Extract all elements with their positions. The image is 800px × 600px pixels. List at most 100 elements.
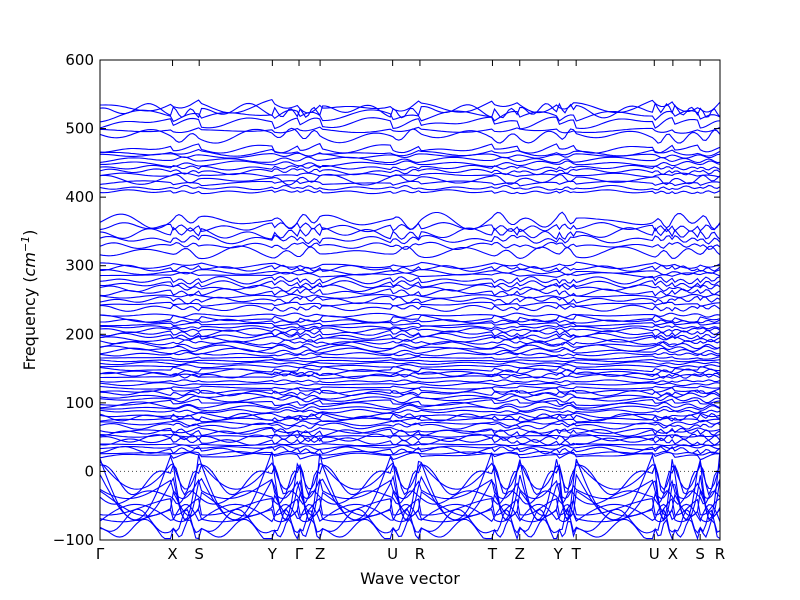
band-line — [99, 382, 721, 387]
y-axis-label-close: ) — [20, 230, 39, 236]
band-line — [100, 148, 721, 157]
band-line — [99, 422, 721, 430]
y-axis-label: Frequency (cm−1) — [19, 230, 39, 371]
band-line — [99, 459, 721, 491]
y-tick-label: 200 — [65, 325, 94, 343]
band-line — [99, 419, 721, 427]
bands-layer — [99, 98, 721, 541]
band-line — [99, 226, 721, 240]
x-tick-label: T — [571, 545, 582, 563]
y-axis-label-text: Frequency ( — [20, 276, 39, 370]
band-line — [99, 269, 721, 276]
band-line — [99, 241, 721, 250]
x-tick-label: T — [487, 545, 498, 563]
band-line — [99, 408, 721, 414]
band-line — [99, 497, 721, 516]
band-line — [99, 392, 721, 400]
band-line — [99, 404, 721, 412]
band-line — [99, 164, 721, 171]
y-tick-label: 100 — [65, 394, 94, 412]
band-line — [99, 347, 720, 355]
band-line — [100, 261, 721, 269]
band-line — [99, 389, 721, 397]
band-line — [99, 234, 721, 245]
band-line — [100, 160, 721, 168]
band-line — [99, 359, 721, 363]
band-line — [99, 472, 721, 522]
band-line — [99, 211, 721, 231]
x-tick-label: Γ — [295, 545, 304, 563]
band-line — [99, 368, 721, 376]
band-line — [99, 417, 721, 423]
band-line — [99, 312, 721, 318]
band-line — [99, 385, 721, 390]
band-line — [99, 490, 721, 506]
y-axis-label-exponent: −1 — [19, 236, 32, 252]
y-tick-label: 300 — [65, 257, 94, 275]
band-line — [99, 314, 721, 323]
x-tick-label: Y — [267, 545, 278, 563]
x-tick-label: S — [695, 545, 705, 563]
band-line — [100, 304, 721, 312]
y-tick-label: −100 — [53, 531, 94, 549]
band-line — [100, 373, 721, 381]
band-line — [99, 156, 721, 164]
band-line — [99, 361, 721, 366]
band-line — [99, 275, 721, 285]
x-tick-label: X — [167, 545, 177, 563]
band-line — [99, 332, 721, 340]
x-tick-label: U — [649, 545, 660, 563]
x-axis-label: Wave vector — [360, 569, 460, 588]
band-line — [99, 173, 721, 186]
x-tick-label: Z — [315, 545, 325, 563]
band-line — [99, 444, 721, 451]
y-tick-label: 0 — [84, 462, 94, 480]
band-line — [99, 189, 721, 195]
band-line — [99, 126, 721, 134]
band-line — [100, 152, 721, 159]
x-tick-label: S — [194, 545, 204, 563]
band-line — [99, 284, 721, 293]
band-line — [99, 412, 721, 419]
band-line — [99, 327, 721, 334]
band-line — [99, 329, 721, 338]
band-line — [99, 366, 720, 373]
band-line — [99, 426, 721, 434]
band-line — [99, 288, 721, 297]
x-tick-label: X — [668, 545, 678, 563]
band-line — [99, 184, 721, 191]
y-tick-label: 600 — [65, 51, 94, 69]
band-line — [99, 116, 721, 130]
band-line — [99, 387, 721, 394]
band-line — [100, 355, 721, 360]
plot-frame — [99, 59, 721, 541]
band-line — [99, 478, 721, 500]
band-line — [99, 437, 721, 446]
band-line — [99, 451, 721, 461]
band-line — [99, 445, 721, 455]
band-line — [99, 295, 721, 305]
x-tick-label: Y — [553, 545, 564, 563]
band-line — [99, 109, 721, 123]
y-tick-label: 500 — [65, 120, 94, 138]
band-line — [99, 371, 721, 379]
x-tick-label: Z — [515, 545, 525, 563]
band-line — [99, 280, 721, 289]
band-line — [99, 364, 721, 369]
band-line — [100, 442, 721, 447]
band-line — [99, 341, 721, 350]
band-line — [99, 412, 721, 422]
y-tick-label: 400 — [65, 188, 94, 206]
band-line — [100, 318, 721, 324]
band-line — [99, 398, 721, 407]
x-tick-label: U — [387, 545, 398, 563]
band-line — [99, 450, 721, 522]
band-line — [99, 379, 721, 384]
band-line — [100, 98, 721, 114]
band-line — [99, 324, 721, 330]
band-line — [99, 168, 721, 176]
x-tick-label: R — [415, 545, 425, 563]
